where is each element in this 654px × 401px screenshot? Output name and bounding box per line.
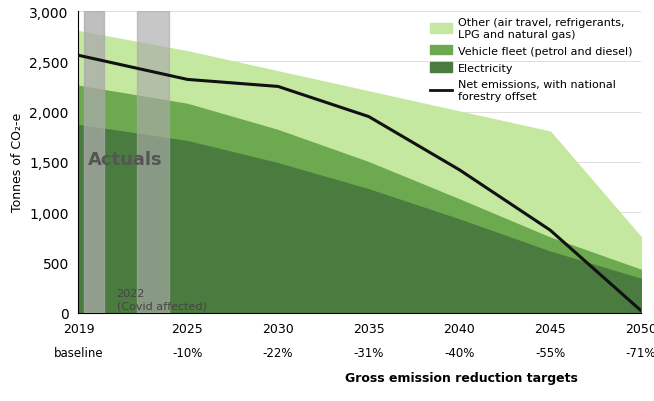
Text: -22%: -22% bbox=[263, 346, 293, 359]
Text: -40%: -40% bbox=[444, 346, 475, 359]
Bar bbox=[84, 12, 104, 313]
Text: -71%: -71% bbox=[626, 346, 654, 359]
Text: 2022
(Covid affected): 2022 (Covid affected) bbox=[116, 289, 207, 310]
Y-axis label: Tonnes of CO₂-e: Tonnes of CO₂-e bbox=[10, 113, 24, 212]
Text: -31%: -31% bbox=[354, 346, 384, 359]
Text: baseline: baseline bbox=[54, 346, 103, 359]
Text: -10%: -10% bbox=[172, 346, 203, 359]
Legend: Other (air travel, refrigerants,
LPG and natural gas), Vehicle fleet (petrol and: Other (air travel, refrigerants, LPG and… bbox=[426, 14, 636, 105]
Bar bbox=[137, 12, 169, 313]
Text: Actuals: Actuals bbox=[88, 150, 162, 168]
Text: -55%: -55% bbox=[535, 346, 565, 359]
Text: Gross emission reduction targets: Gross emission reduction targets bbox=[345, 371, 577, 384]
